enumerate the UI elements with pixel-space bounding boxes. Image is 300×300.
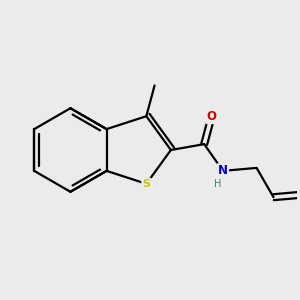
Text: H: H <box>214 178 221 189</box>
Text: O: O <box>207 110 217 123</box>
Text: N: N <box>218 164 228 177</box>
Text: S: S <box>142 179 150 189</box>
